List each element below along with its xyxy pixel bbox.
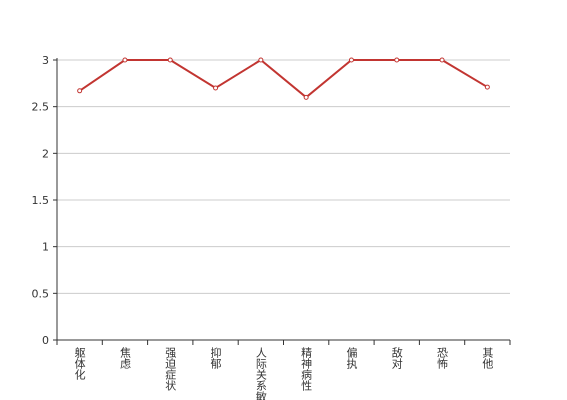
x-tick-label: 精神病性 <box>300 347 313 392</box>
point <box>439 57 445 63</box>
y-tick-label: 0 <box>42 334 49 347</box>
point <box>484 84 490 90</box>
x-tick-label: 人际关系敏感 <box>254 347 267 400</box>
x-tick-label: 焦虑 <box>118 347 131 369</box>
x-tick-label: 恐怖 <box>436 347 449 369</box>
y-tick-label: 3 <box>42 54 49 67</box>
y-tick-label: 2.5 <box>32 101 50 114</box>
point <box>258 57 264 63</box>
point <box>167 57 173 63</box>
point <box>213 85 219 91</box>
x-tick-label: 偏执 <box>345 346 358 370</box>
line <box>79 58 488 99</box>
point <box>303 94 309 100</box>
x-tick-label: 强迫症状 <box>164 347 177 391</box>
point <box>122 57 128 63</box>
y-tick-label: 1.5 <box>32 194 50 207</box>
x-tick-label: 躯体化 <box>73 347 86 381</box>
point <box>77 88 83 94</box>
point <box>394 57 400 63</box>
x-tick-label: 抑郁 <box>209 346 222 369</box>
y-tick-label: 1 <box>42 241 49 254</box>
x-tick-label: 其他 <box>481 347 494 369</box>
point <box>348 57 354 63</box>
x-tick-label: 敌对 <box>390 346 403 369</box>
y-tick-label: 2 <box>42 147 49 160</box>
y-tick-label: 0.5 <box>32 287 50 300</box>
